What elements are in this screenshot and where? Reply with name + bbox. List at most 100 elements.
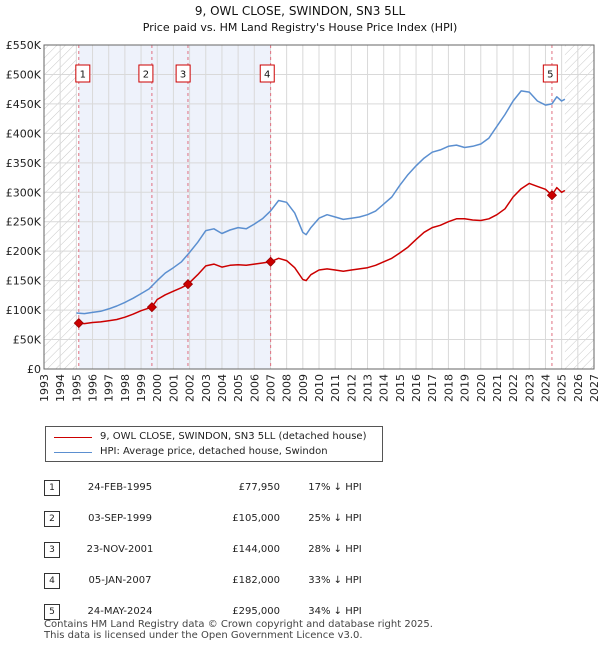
sale-2-marker xyxy=(146,302,157,313)
sale-5-label: 5 xyxy=(547,70,553,81)
x-tick-label: 2014 xyxy=(378,374,391,402)
sale-date: 24-MAY-2024 xyxy=(87,606,153,617)
ownership-shade xyxy=(78,45,271,369)
x-tick-label: 2018 xyxy=(442,374,455,402)
sale-hpi-diff: 25% ↓ HPI xyxy=(308,513,362,524)
x-tick-label: 2015 xyxy=(394,374,407,402)
x-tick-label: 2003 xyxy=(200,374,213,402)
y-tick-label: £200K xyxy=(6,245,42,258)
x-tick-label: 1993 xyxy=(38,374,51,402)
y-tick-label: £550K xyxy=(6,39,42,52)
sale-number-badge: 2 xyxy=(44,510,60,527)
sale-4-marker xyxy=(265,256,276,267)
x-tick-label: 2021 xyxy=(491,374,504,402)
sale-price: £144,000 xyxy=(232,544,280,555)
y-tick-label: £400K xyxy=(6,127,42,140)
footer-licence: This data is licensed under the Open Gov… xyxy=(44,630,363,641)
x-tick-label: 2002 xyxy=(184,374,197,402)
x-tick-label: 2008 xyxy=(281,374,294,402)
sale-5-label-box xyxy=(542,64,558,83)
sale-2-label-box xyxy=(138,64,154,83)
y-tick-label: £100K xyxy=(6,304,42,317)
x-tick-label: 2023 xyxy=(523,374,536,402)
y-tick-label: £150K xyxy=(6,275,42,288)
legend-swatch-property xyxy=(54,436,92,438)
property-price-line xyxy=(78,182,566,325)
x-tick-label: 2022 xyxy=(507,374,520,402)
legend: 9, OWL CLOSE, SWINDON, SN3 5LL (detached… xyxy=(45,426,383,462)
x-tick-label: 2012 xyxy=(345,374,358,402)
table-row: 2 03-SEP-1999 £105,000 25% ↓ HPI xyxy=(44,503,390,534)
sale-price: £105,000 xyxy=(232,513,280,524)
x-tick-label: 2001 xyxy=(167,374,180,402)
sale-3-label-box xyxy=(175,64,191,83)
y-tick-label: £500K xyxy=(6,68,42,81)
y-tick-label: £450K xyxy=(6,98,42,111)
table-row: 5 24-MAY-2024 £295,000 34% ↓ HPI xyxy=(44,596,390,627)
x-tick-label: 1996 xyxy=(87,374,100,402)
sale-1-marker xyxy=(73,318,84,329)
x-tick-label: 1999 xyxy=(135,374,148,402)
y-tick-label: £250K xyxy=(6,216,42,229)
legend-item-hpi: HPI: Average price, detached house, Swin… xyxy=(54,445,328,459)
hatch-region-after xyxy=(564,45,594,369)
sale-1-label: 1 xyxy=(80,70,86,81)
sale-date: 23-NOV-2001 xyxy=(86,544,154,555)
chart-subtitle: Price paid vs. HM Land Registry's House … xyxy=(143,21,458,34)
x-tick-label: 2009 xyxy=(297,374,310,402)
x-tick-label: 2010 xyxy=(313,374,326,402)
x-tick-label: 2016 xyxy=(410,374,423,402)
x-tick-label: 2011 xyxy=(329,374,342,402)
x-tick-label: 2026 xyxy=(572,374,585,402)
x-tick-label: 2025 xyxy=(556,374,569,402)
sale-hpi-diff: 33% ↓ HPI xyxy=(308,575,362,586)
sale-3-marker xyxy=(182,279,194,290)
x-tick-label: 1998 xyxy=(119,374,132,402)
sales-table: 1 24-FEB-1995 £77,950 17% ↓ HPI 2 03-SEP… xyxy=(44,472,390,627)
x-tick-label: 2000 xyxy=(151,374,164,402)
table-row: 1 24-FEB-1995 £77,950 17% ↓ HPI xyxy=(44,472,390,503)
sale-number-badge: 1 xyxy=(44,479,60,496)
y-tick-label: £0 xyxy=(27,363,41,376)
x-tick-label: 2017 xyxy=(426,374,439,402)
sale-hpi-diff: 34% ↓ HPI xyxy=(308,606,362,617)
table-row: 4 05-JAN-2007 £182,000 33% ↓ HPI xyxy=(44,565,390,596)
x-tick-label: 2020 xyxy=(475,374,488,402)
x-tick-label: 2006 xyxy=(248,374,261,402)
x-tick-label: 2027 xyxy=(588,374,600,402)
sale-price: £295,000 xyxy=(232,606,280,617)
x-tick-label: 2013 xyxy=(362,374,375,402)
x-tick-label: 2007 xyxy=(264,374,277,402)
sale-number-badge: 4 xyxy=(44,572,60,589)
footer-copyright: Contains HM Land Registry data © Crown c… xyxy=(44,619,433,630)
x-tick-label: 2024 xyxy=(539,374,552,402)
sale-date: 05-JAN-2007 xyxy=(88,575,152,586)
x-tick-label: 2005 xyxy=(232,374,245,402)
sale-5-marker xyxy=(546,190,558,201)
table-row: 3 23-NOV-2001 £144,000 28% ↓ HPI xyxy=(44,534,390,565)
x-tick-label: 1997 xyxy=(103,374,116,402)
legend-swatch-hpi xyxy=(54,451,92,453)
hpi-line xyxy=(76,90,566,315)
y-tick-label: £50K xyxy=(13,334,42,347)
x-tick-label: 1995 xyxy=(70,374,83,402)
x-tick-label: 1994 xyxy=(54,374,67,402)
sale-price: £182,000 xyxy=(232,575,280,586)
sale-2-label: 2 xyxy=(143,70,149,81)
legend-label-property: 9, OWL CLOSE, SWINDON, SN3 5LL (detached… xyxy=(100,431,367,442)
x-tick-label: 2019 xyxy=(459,374,472,402)
sale-1-label-box xyxy=(75,64,91,83)
sale-3-label: 3 xyxy=(180,70,186,81)
sale-number-badge: 5 xyxy=(44,603,60,620)
legend-label-hpi: HPI: Average price, detached house, Swin… xyxy=(100,446,328,457)
chart-title: 9, OWL CLOSE, SWINDON, SN3 5LL xyxy=(195,4,406,18)
x-tick-label: 2004 xyxy=(216,374,229,402)
sale-date: 24-FEB-1995 xyxy=(87,482,153,493)
y-tick-label: £350K xyxy=(6,157,42,170)
sale-4-label: 4 xyxy=(264,70,270,81)
footer: Contains HM Land Registry data © Crown c… xyxy=(44,619,433,641)
y-tick-label: £300K xyxy=(6,186,42,199)
sale-hpi-diff: 17% ↓ HPI xyxy=(308,482,362,493)
sale-4-label-box xyxy=(259,64,275,83)
plot-frame xyxy=(43,44,595,370)
